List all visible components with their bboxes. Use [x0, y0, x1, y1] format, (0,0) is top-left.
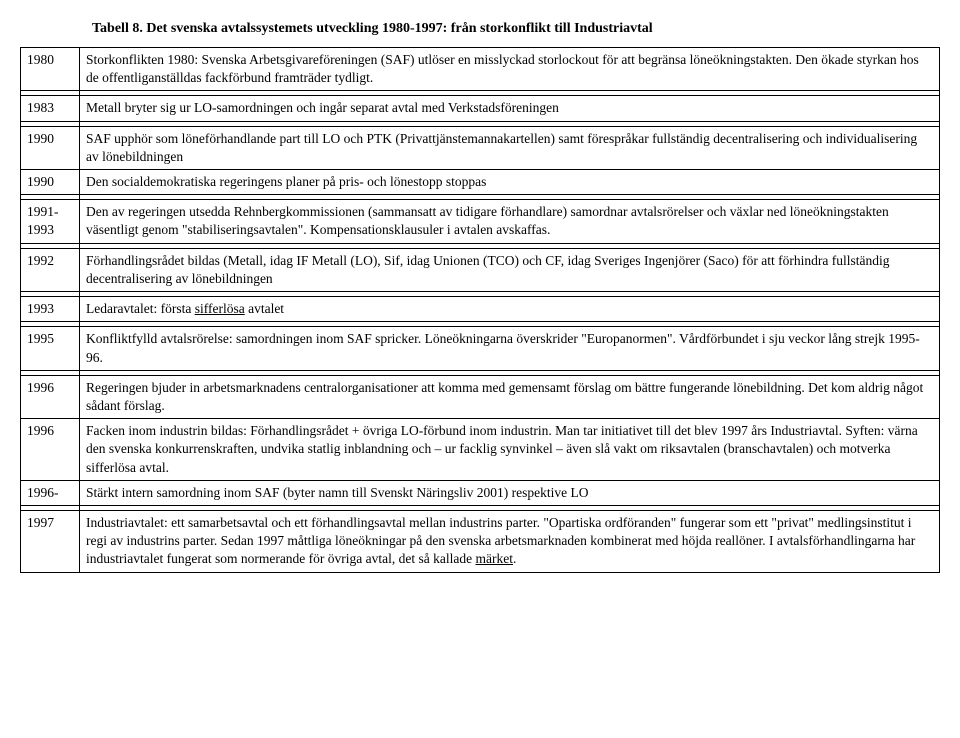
table-row: 1996Regeringen bjuder in arbetsmarknaden…: [21, 375, 940, 418]
table-row: 1996Facken inom industrin bildas: Förhan…: [21, 419, 940, 481]
content-cell: Facken inom industrin bildas: Förhandlin…: [80, 419, 940, 481]
content-cell: Metall bryter sig ur LO-samordningen och…: [80, 96, 940, 121]
year-cell: 1980: [21, 47, 80, 90]
year-cell: 1990: [21, 126, 80, 169]
content-cell: Industriavtalet: ett samarbetsavtal och …: [80, 511, 940, 573]
table-row: 1995Konfliktfylld avtalsrörelse: samordn…: [21, 327, 940, 370]
table-row: 1993Ledaravtalet: första sifferlösa avta…: [21, 297, 940, 322]
year-cell: 1995: [21, 327, 80, 370]
year-cell: 1997: [21, 511, 80, 573]
year-cell: 1996: [21, 419, 80, 481]
table-row: 1997Industriavtalet: ett samarbetsavtal …: [21, 511, 940, 573]
content-cell: Stärkt intern samordning inom SAF (byter…: [80, 480, 940, 505]
year-cell: 1996: [21, 375, 80, 418]
content-cell: Storkonflikten 1980: Svenska Arbetsgivar…: [80, 47, 940, 90]
year-cell: 1992: [21, 248, 80, 291]
table-row: 1980Storkonflikten 1980: Svenska Arbetsg…: [21, 47, 940, 90]
year-cell: 1996-: [21, 480, 80, 505]
content-cell: Den socialdemokratiska regeringens plane…: [80, 169, 940, 194]
content-cell: SAF upphör som löneförhandlande part til…: [80, 126, 940, 169]
table-row: 1990Den socialdemokratiska regeringens p…: [21, 169, 940, 194]
year-cell: 1991-1993: [21, 200, 80, 243]
year-cell: 1993: [21, 297, 80, 322]
content-cell: Regeringen bjuder in arbetsmarknadens ce…: [80, 375, 940, 418]
table-title: Tabell 8. Det svenska avtalssystemets ut…: [92, 20, 940, 39]
timeline-table: 1980Storkonflikten 1980: Svenska Arbetsg…: [20, 47, 940, 573]
table-row: 1996-Stärkt intern samordning inom SAF (…: [21, 480, 940, 505]
content-cell: Konfliktfylld avtalsrörelse: samordninge…: [80, 327, 940, 370]
content-cell: Förhandlingsrådet bildas (Metall, idag I…: [80, 248, 940, 291]
year-cell: 1990: [21, 169, 80, 194]
year-cell: 1983: [21, 96, 80, 121]
table-row: 1983Metall bryter sig ur LO-samordningen…: [21, 96, 940, 121]
table-row: 1990SAF upphör som löneförhandlande part…: [21, 126, 940, 169]
content-cell: Den av regeringen utsedda Rehnbergkommis…: [80, 200, 940, 243]
content-cell: Ledaravtalet: första sifferlösa avtalet: [80, 297, 940, 322]
table-row: 1991-1993Den av regeringen utsedda Rehnb…: [21, 200, 940, 243]
table-row: 1992Förhandlingsrådet bildas (Metall, id…: [21, 248, 940, 291]
